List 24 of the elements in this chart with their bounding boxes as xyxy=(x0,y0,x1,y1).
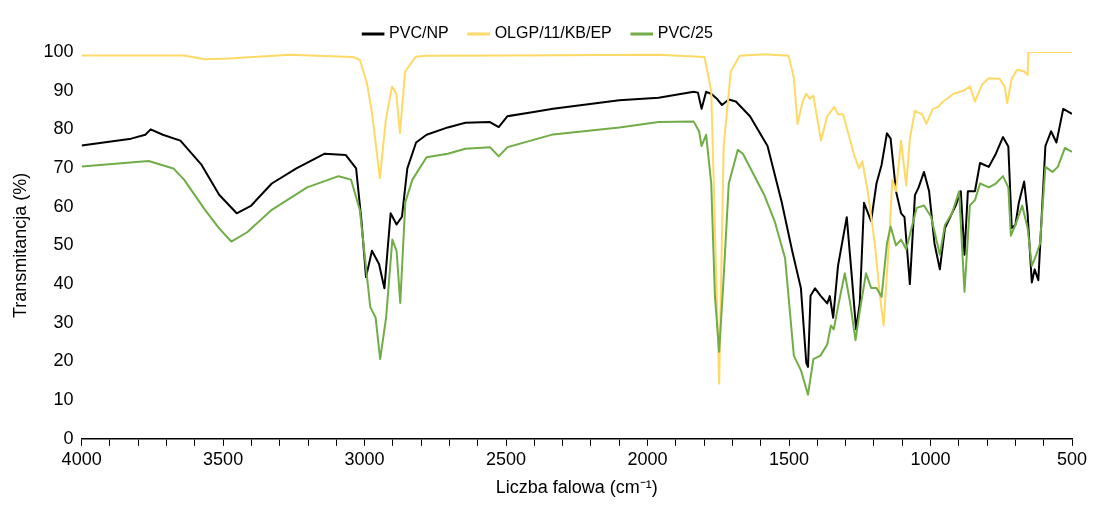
y-tick-label: 60 xyxy=(53,195,74,216)
y-tick-label: 80 xyxy=(53,118,74,139)
y-tick-label: 10 xyxy=(53,389,74,410)
x-tick-label: 1000 xyxy=(910,448,951,469)
y-tick-label: 70 xyxy=(53,157,74,178)
x-tick-label: 3000 xyxy=(344,448,385,469)
legend-label: OLGP/11/KB/EP xyxy=(494,24,612,42)
y-tick-label: 90 xyxy=(53,79,74,100)
y-tick-label: 40 xyxy=(53,273,74,294)
legend-label: PVC/25 xyxy=(657,24,713,42)
y-tick-label: 100 xyxy=(43,40,74,61)
x-tick-label: 2500 xyxy=(486,448,527,469)
legend-label: PVC/NP xyxy=(389,24,449,42)
x-tick-label: 500 xyxy=(1056,448,1088,469)
x-tick-label: 4000 xyxy=(61,448,102,469)
x-tick-label: 2000 xyxy=(627,448,668,469)
y-axis-title: Transmitancja (%) xyxy=(9,172,30,319)
y-tick-label: 50 xyxy=(53,234,74,255)
x-tick-label: 3500 xyxy=(203,448,244,469)
x-tick-label: 1500 xyxy=(769,448,810,469)
y-tick-label: 30 xyxy=(53,311,74,332)
x-axis-title: Liczba falowa (cm⁻¹) xyxy=(495,477,658,498)
y-tick-label: 20 xyxy=(53,350,74,371)
y-tick-label: 0 xyxy=(63,427,74,448)
